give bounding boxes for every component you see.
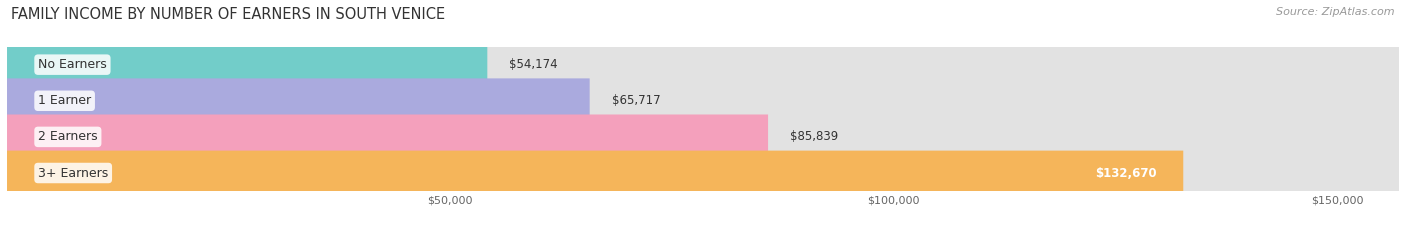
Bar: [7, 119, 1399, 155]
Text: $132,670: $132,670: [1095, 167, 1157, 179]
Text: 2 Earners: 2 Earners: [38, 130, 97, 143]
FancyBboxPatch shape: [7, 78, 1399, 123]
Text: No Earners: No Earners: [38, 58, 107, 71]
Text: FAMILY INCOME BY NUMBER OF EARNERS IN SOUTH VENICE: FAMILY INCOME BY NUMBER OF EARNERS IN SO…: [11, 7, 446, 22]
FancyBboxPatch shape: [7, 114, 1399, 159]
Text: $65,717: $65,717: [612, 94, 661, 107]
Text: 1 Earner: 1 Earner: [38, 94, 91, 107]
Text: 3+ Earners: 3+ Earners: [38, 167, 108, 179]
Text: $85,839: $85,839: [790, 130, 838, 143]
FancyBboxPatch shape: [7, 42, 488, 87]
Bar: [7, 47, 1399, 83]
FancyBboxPatch shape: [7, 151, 1399, 195]
FancyBboxPatch shape: [7, 151, 1184, 195]
FancyBboxPatch shape: [7, 114, 768, 159]
FancyBboxPatch shape: [7, 78, 589, 123]
Bar: [7, 155, 1399, 191]
FancyBboxPatch shape: [7, 42, 1399, 87]
Text: Source: ZipAtlas.com: Source: ZipAtlas.com: [1277, 7, 1395, 17]
Text: $54,174: $54,174: [509, 58, 558, 71]
Bar: [7, 83, 1399, 119]
